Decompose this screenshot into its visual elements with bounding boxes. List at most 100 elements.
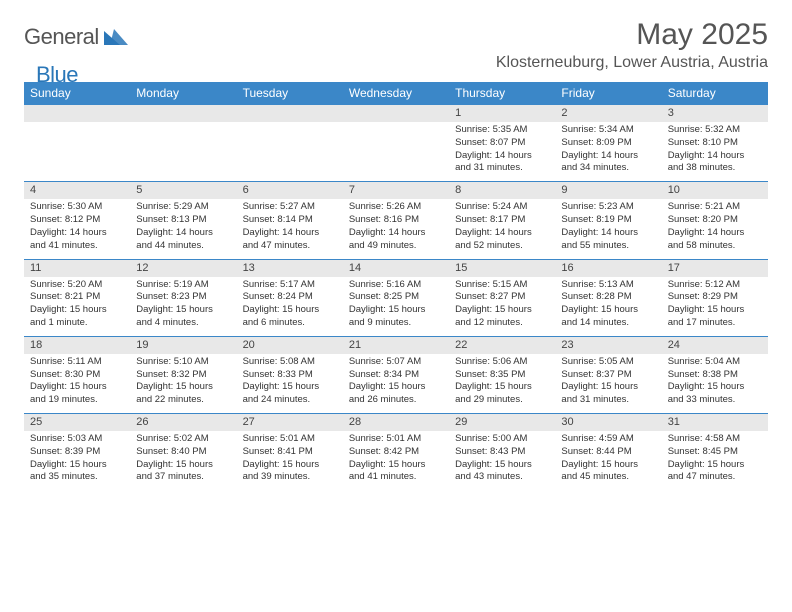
sunset-text: Sunset: 8:33 PM (243, 369, 337, 382)
day-number: 21 (343, 337, 449, 354)
sunset-text: Sunset: 8:12 PM (30, 214, 124, 227)
day-header-row: Sunday Monday Tuesday Wednesday Thursday… (24, 82, 768, 105)
sunrise-text: Sunrise: 5:21 AM (668, 201, 762, 214)
sunrise-text: Sunrise: 5:23 AM (561, 201, 655, 214)
day-cell: 10Sunrise: 5:21 AMSunset: 8:20 PMDayligh… (662, 182, 768, 259)
daylight-text: Daylight: 15 hours and 4 minutes. (136, 304, 230, 330)
sunrise-text: Sunrise: 5:30 AM (30, 201, 124, 214)
daylight-text: Daylight: 15 hours and 9 minutes. (349, 304, 443, 330)
day-cell: 29Sunrise: 5:00 AMSunset: 8:43 PMDayligh… (449, 414, 555, 491)
sunrise-text: Sunrise: 5:01 AM (349, 433, 443, 446)
sunset-text: Sunset: 8:23 PM (136, 291, 230, 304)
day-number: 31 (662, 414, 768, 431)
page-header: General Blue May 2025 Klosterneuburg, Lo… (24, 18, 768, 72)
day-cell: 3Sunrise: 5:32 AMSunset: 8:10 PMDaylight… (662, 105, 768, 182)
daylight-text: Daylight: 14 hours and 41 minutes. (30, 227, 124, 253)
day-details: Sunrise: 5:12 AMSunset: 8:29 PMDaylight:… (662, 277, 768, 336)
day-number: 14 (343, 260, 449, 277)
sunset-text: Sunset: 8:41 PM (243, 446, 337, 459)
daylight-text: Daylight: 15 hours and 29 minutes. (455, 381, 549, 407)
daylight-text: Daylight: 15 hours and 41 minutes. (349, 459, 443, 485)
sunset-text: Sunset: 8:09 PM (561, 137, 655, 150)
day-cell: 30Sunrise: 4:59 AMSunset: 8:44 PMDayligh… (555, 414, 661, 491)
sunset-text: Sunset: 8:34 PM (349, 369, 443, 382)
sunrise-text: Sunrise: 5:19 AM (136, 279, 230, 292)
sunrise-text: Sunrise: 5:15 AM (455, 279, 549, 292)
day-header: Wednesday (343, 82, 449, 105)
daylight-text: Daylight: 14 hours and 31 minutes. (455, 150, 549, 176)
day-details: Sunrise: 5:02 AMSunset: 8:40 PMDaylight:… (130, 431, 236, 490)
day-cell (24, 105, 130, 182)
day-number: 23 (555, 337, 661, 354)
sunrise-text: Sunrise: 5:04 AM (668, 356, 762, 369)
day-details (237, 122, 343, 130)
day-number: 10 (662, 182, 768, 199)
day-cell: 26Sunrise: 5:02 AMSunset: 8:40 PMDayligh… (130, 414, 236, 491)
sunrise-text: Sunrise: 5:29 AM (136, 201, 230, 214)
sunset-text: Sunset: 8:14 PM (243, 214, 337, 227)
day-cell: 9Sunrise: 5:23 AMSunset: 8:19 PMDaylight… (555, 182, 661, 259)
sunset-text: Sunset: 8:30 PM (30, 369, 124, 382)
week-row: 18Sunrise: 5:11 AMSunset: 8:30 PMDayligh… (24, 336, 768, 413)
sunset-text: Sunset: 8:10 PM (668, 137, 762, 150)
week-row: 25Sunrise: 5:03 AMSunset: 8:39 PMDayligh… (24, 414, 768, 491)
sunrise-text: Sunrise: 5:08 AM (243, 356, 337, 369)
day-header: Saturday (662, 82, 768, 105)
day-details: Sunrise: 5:34 AMSunset: 8:09 PMDaylight:… (555, 122, 661, 181)
daylight-text: Daylight: 15 hours and 33 minutes. (668, 381, 762, 407)
day-cell: 5Sunrise: 5:29 AMSunset: 8:13 PMDaylight… (130, 182, 236, 259)
day-number: 28 (343, 414, 449, 431)
daylight-text: Daylight: 15 hours and 35 minutes. (30, 459, 124, 485)
day-cell: 24Sunrise: 5:04 AMSunset: 8:38 PMDayligh… (662, 336, 768, 413)
day-details (343, 122, 449, 130)
sunrise-text: Sunrise: 5:03 AM (30, 433, 124, 446)
day-number: 11 (24, 260, 130, 277)
sunrise-text: Sunrise: 5:32 AM (668, 124, 762, 137)
logo-text-blue: Blue (36, 62, 78, 88)
logo-triangle-icon (104, 27, 130, 50)
day-cell: 21Sunrise: 5:07 AMSunset: 8:34 PMDayligh… (343, 336, 449, 413)
calendar-body: 1Sunrise: 5:35 AMSunset: 8:07 PMDaylight… (24, 105, 768, 491)
day-details: Sunrise: 5:16 AMSunset: 8:25 PMDaylight:… (343, 277, 449, 336)
daylight-text: Daylight: 15 hours and 39 minutes. (243, 459, 337, 485)
day-cell: 16Sunrise: 5:13 AMSunset: 8:28 PMDayligh… (555, 259, 661, 336)
sunrise-text: Sunrise: 5:12 AM (668, 279, 762, 292)
day-details: Sunrise: 5:29 AMSunset: 8:13 PMDaylight:… (130, 199, 236, 258)
day-number (24, 105, 130, 122)
day-number: 3 (662, 105, 768, 122)
day-details: Sunrise: 5:06 AMSunset: 8:35 PMDaylight:… (449, 354, 555, 413)
sunrise-text: Sunrise: 5:01 AM (243, 433, 337, 446)
day-cell: 22Sunrise: 5:06 AMSunset: 8:35 PMDayligh… (449, 336, 555, 413)
daylight-text: Daylight: 15 hours and 17 minutes. (668, 304, 762, 330)
day-number: 1 (449, 105, 555, 122)
day-details: Sunrise: 5:03 AMSunset: 8:39 PMDaylight:… (24, 431, 130, 490)
day-header: Thursday (449, 82, 555, 105)
day-cell: 18Sunrise: 5:11 AMSunset: 8:30 PMDayligh… (24, 336, 130, 413)
sunrise-text: Sunrise: 4:59 AM (561, 433, 655, 446)
day-details: Sunrise: 5:15 AMSunset: 8:27 PMDaylight:… (449, 277, 555, 336)
day-cell: 7Sunrise: 5:26 AMSunset: 8:16 PMDaylight… (343, 182, 449, 259)
sunset-text: Sunset: 8:40 PM (136, 446, 230, 459)
title-location: Klosterneuburg, Lower Austria, Austria (496, 54, 768, 72)
sunset-text: Sunset: 8:42 PM (349, 446, 443, 459)
daylight-text: Daylight: 15 hours and 31 minutes. (561, 381, 655, 407)
day-details: Sunrise: 5:17 AMSunset: 8:24 PMDaylight:… (237, 277, 343, 336)
day-number: 16 (555, 260, 661, 277)
day-details: Sunrise: 5:05 AMSunset: 8:37 PMDaylight:… (555, 354, 661, 413)
day-number: 7 (343, 182, 449, 199)
sunset-text: Sunset: 8:19 PM (561, 214, 655, 227)
sunset-text: Sunset: 8:16 PM (349, 214, 443, 227)
day-cell: 2Sunrise: 5:34 AMSunset: 8:09 PMDaylight… (555, 105, 661, 182)
day-header: Tuesday (237, 82, 343, 105)
day-header: Friday (555, 82, 661, 105)
day-details: Sunrise: 5:01 AMSunset: 8:41 PMDaylight:… (237, 431, 343, 490)
sunrise-text: Sunrise: 5:06 AM (455, 356, 549, 369)
daylight-text: Daylight: 15 hours and 1 minute. (30, 304, 124, 330)
daylight-text: Daylight: 15 hours and 26 minutes. (349, 381, 443, 407)
sunrise-text: Sunrise: 4:58 AM (668, 433, 762, 446)
day-details: Sunrise: 5:30 AMSunset: 8:12 PMDaylight:… (24, 199, 130, 258)
day-number: 26 (130, 414, 236, 431)
sunset-text: Sunset: 8:21 PM (30, 291, 124, 304)
sunset-text: Sunset: 8:32 PM (136, 369, 230, 382)
title-block: May 2025 Klosterneuburg, Lower Austria, … (496, 18, 768, 72)
